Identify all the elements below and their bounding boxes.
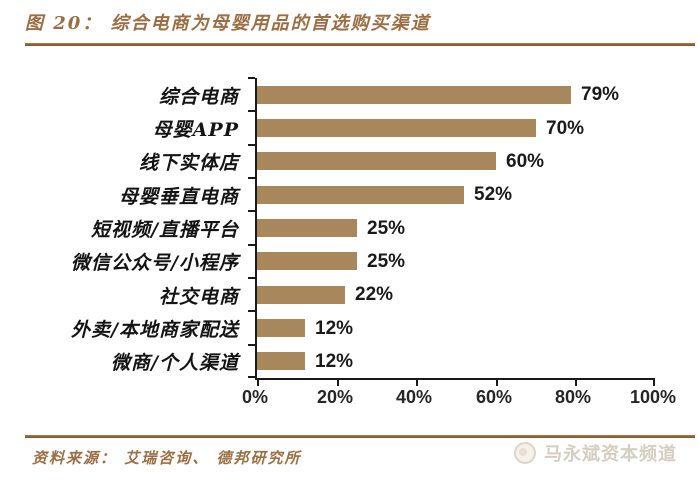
- y-axis-tick-mark: [248, 110, 255, 112]
- figure-title: 图 20： 综合电商为母婴用品的首选购买渠道: [25, 13, 431, 34]
- bar: [257, 85, 571, 104]
- bar-value-label: 22%: [355, 284, 394, 306]
- source-note: 资料来源： 艾瑞咨询、 德邦研究所: [32, 449, 302, 467]
- bar: [257, 352, 305, 371]
- circle-logo-icon: [514, 442, 536, 464]
- bar: [257, 252, 357, 271]
- x-tick-label: 20%: [316, 387, 354, 407]
- bar-value-label: 25%: [367, 250, 406, 272]
- bar: [257, 119, 536, 137]
- footer-divider-rule: [25, 435, 695, 438]
- category-axis-labels: 综合电商母婴APP 线下实体店母婴垂直电商短视频/直播平台微信公众号/小程序社交电…: [0, 78, 247, 378]
- y-axis-tick-mark: [248, 177, 255, 179]
- x-axis-tick-mark: [257, 380, 259, 386]
- watermark: 马永斌资本频道: [514, 440, 677, 466]
- title-divider-rule: [25, 43, 695, 46]
- bar-value-label: 12%: [315, 350, 354, 372]
- x-tick-label: 80%: [554, 387, 592, 407]
- y-axis-tick-mark: [248, 144, 255, 146]
- category-label: 综合电商: [158, 85, 239, 108]
- category-label: 母婴垂直电商: [118, 185, 239, 208]
- bar-value-label: 60%: [506, 150, 545, 172]
- category-label: 短视频/直播平台: [91, 219, 239, 241]
- x-tick-label: 0%: [241, 387, 268, 407]
- x-axis-tick-mark: [653, 380, 655, 386]
- category-label: 外卖/本地商家配送: [71, 319, 239, 341]
- y-axis-tick-mark: [248, 344, 255, 346]
- x-axis-tick-labels: 0% 20% 40% 60% 80% 100%: [242, 387, 676, 411]
- x-axis-tick-mark: [496, 380, 498, 386]
- y-axis-tick-mark: [248, 244, 255, 246]
- category-label: 微信公众号/小程序: [71, 252, 239, 275]
- x-axis-tick-mark: [416, 380, 418, 386]
- bar-value-label: 79%: [581, 84, 620, 106]
- y-axis-tick-mark: [248, 210, 255, 212]
- y-axis-tick-mark: [248, 376, 255, 378]
- bar: [257, 319, 305, 337]
- x-tick-label: 60%: [475, 387, 513, 407]
- bar-value-label: 52%: [474, 184, 513, 206]
- category-label: 社交电商: [158, 285, 239, 308]
- y-axis-tick-mark: [248, 310, 255, 312]
- y-axis-tick-mark: [248, 77, 255, 79]
- bar-value-label: 12%: [315, 317, 354, 339]
- bar-value-label: 70%: [546, 117, 585, 139]
- category-label: 母婴APP: [152, 119, 239, 141]
- bar-value-label: 25%: [367, 217, 406, 239]
- category-label: 微商/个人渠道: [111, 352, 239, 375]
- x-tick-label: 100%: [629, 387, 677, 407]
- category-label: 线下实体店: [138, 152, 239, 175]
- x-axis-tick-mark: [337, 380, 339, 386]
- x-tick-label: 40%: [395, 387, 433, 407]
- bar: [257, 219, 357, 237]
- bar: [257, 185, 464, 204]
- watermark-label: 马永斌资本频道: [544, 444, 677, 464]
- x-axis-tick-mark: [575, 380, 577, 386]
- bar: [257, 152, 496, 171]
- bar: [257, 285, 345, 304]
- y-axis-tick-mark: [248, 277, 255, 279]
- plot-area: 79% 70% 60% 52% 25% 25% 22% 12% 12%: [248, 77, 655, 386]
